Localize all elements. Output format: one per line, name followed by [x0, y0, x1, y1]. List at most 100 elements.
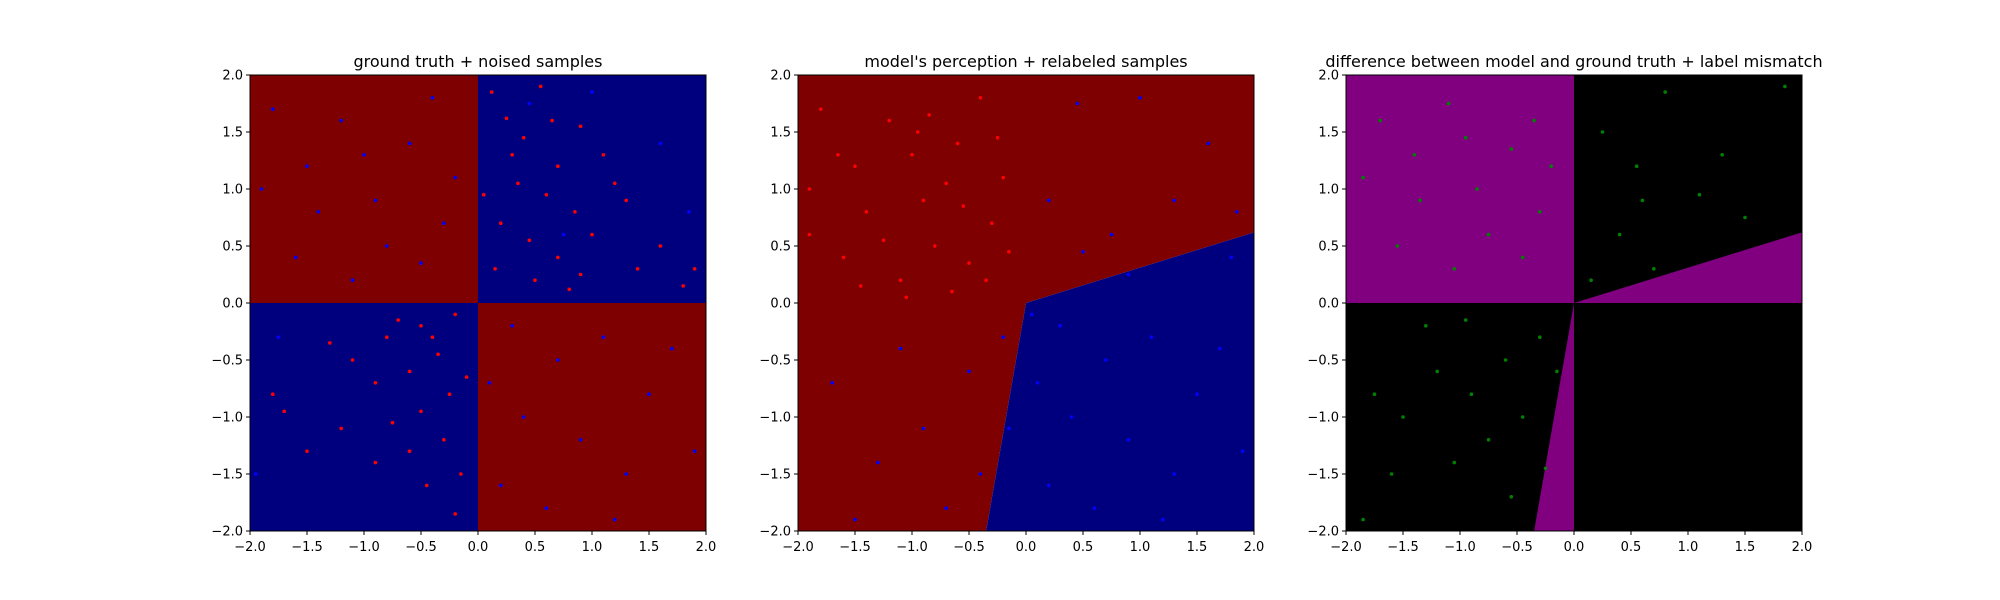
- data-point: [1378, 118, 1382, 123]
- data-point: [1126, 272, 1131, 277]
- data-point: [1401, 415, 1405, 419]
- data-point: [1486, 438, 1491, 442]
- data-point: [1007, 426, 1011, 431]
- data-point: [978, 472, 983, 476]
- data-point: [1206, 141, 1211, 146]
- data-point: [898, 346, 903, 351]
- x-tick-label: 1.0: [582, 540, 603, 555]
- data-point: [1126, 438, 1131, 442]
- data-point: [350, 278, 355, 283]
- x-tick-label: −0.5: [953, 540, 985, 555]
- data-point: [910, 153, 914, 157]
- data-point: [1697, 192, 1702, 197]
- y-tick-label: −1.5: [1307, 468, 1339, 483]
- data-point: [521, 415, 526, 419]
- data-point: [1424, 324, 1428, 328]
- data-point: [1475, 187, 1479, 191]
- x-tick-label: 1.0: [1678, 540, 1699, 555]
- data-point: [933, 244, 937, 248]
- x-tick-label: −2.0: [782, 540, 814, 555]
- data-point: [1463, 318, 1468, 322]
- data-point: [915, 130, 920, 134]
- data-point: [1783, 84, 1787, 89]
- data-point: [578, 272, 583, 277]
- data-point: [1640, 198, 1645, 203]
- x-tick-label: 1.5: [1735, 540, 1756, 555]
- data-point: [385, 244, 389, 248]
- data-point: [1029, 312, 1034, 317]
- chart-title: difference between model and ground trut…: [1325, 52, 1822, 71]
- data-point: [578, 438, 583, 442]
- data-point: [887, 118, 891, 123]
- data-point: [561, 232, 566, 237]
- data-point: [1589, 278, 1593, 283]
- data-point: [1361, 517, 1365, 522]
- y-tick-label: −2.0: [759, 525, 791, 540]
- decision-region-4: [1534, 303, 1574, 531]
- chart-panel-3: −2.0 −1.5 −1.0 −0.5 0.0 0.5 1.0 1.5 2.0 −2.0 −1.5 −…: [1307, 52, 1822, 555]
- data-point: [516, 181, 520, 186]
- data-point: [556, 255, 560, 260]
- data-point: [1235, 210, 1239, 214]
- data-point: [1549, 164, 1553, 168]
- data-point: [590, 90, 594, 94]
- data-point: [430, 335, 435, 340]
- y-tick-label: −0.5: [211, 354, 243, 369]
- data-point: [881, 238, 886, 243]
- data-point: [1503, 358, 1508, 362]
- data-point: [1538, 210, 1542, 214]
- x-tick-label: −1.5: [291, 540, 323, 555]
- data-point: [1555, 369, 1559, 374]
- data-point: [1172, 198, 1176, 203]
- data-point: [1218, 346, 1222, 351]
- data-point: [967, 369, 971, 374]
- data-point: [1104, 358, 1108, 362]
- x-tick-label: 1.5: [1187, 540, 1208, 555]
- data-point: [687, 210, 691, 214]
- data-point: [1240, 449, 1245, 454]
- decision-region-2: [1346, 75, 1574, 303]
- x-tick-label: 0.5: [1073, 540, 1094, 555]
- data-point: [373, 381, 378, 385]
- data-point: [1509, 147, 1514, 151]
- y-tick-label: 1.0: [770, 183, 791, 198]
- data-point: [624, 472, 628, 476]
- data-point: [830, 381, 834, 385]
- data-point: [681, 284, 685, 288]
- data-point: [499, 483, 503, 488]
- data-point: [1634, 164, 1639, 168]
- y-tick-label: 1.0: [1318, 183, 1339, 198]
- data-point: [853, 164, 857, 168]
- data-point: [1001, 335, 1005, 340]
- x-tick-label: 2.0: [1244, 540, 1265, 555]
- data-point: [601, 335, 606, 340]
- x-tick-label: −2.0: [234, 540, 266, 555]
- data-point: [556, 358, 560, 362]
- data-point: [647, 392, 651, 397]
- data-point: [1372, 392, 1377, 397]
- data-point: [1361, 175, 1365, 180]
- y-tick-label: 2.0: [222, 69, 243, 84]
- data-point: [1138, 96, 1142, 100]
- data-point: [984, 278, 988, 283]
- data-point: [978, 96, 983, 100]
- data-point: [481, 192, 486, 197]
- data-point: [1486, 232, 1491, 237]
- x-tick-label: 1.5: [639, 540, 660, 555]
- data-point: [1035, 381, 1040, 385]
- data-point: [499, 221, 503, 225]
- data-point: [904, 295, 909, 300]
- data-point: [1452, 460, 1457, 465]
- data-point: [442, 438, 446, 442]
- data-point: [487, 381, 492, 385]
- data-point: [1412, 153, 1417, 157]
- data-point: [613, 517, 617, 522]
- data-point: [658, 244, 663, 248]
- plot-area: [798, 75, 1254, 531]
- data-point: [430, 96, 435, 100]
- data-point: [1663, 90, 1667, 94]
- data-point: [950, 289, 954, 294]
- data-point: [316, 210, 321, 214]
- data-point: [373, 460, 378, 465]
